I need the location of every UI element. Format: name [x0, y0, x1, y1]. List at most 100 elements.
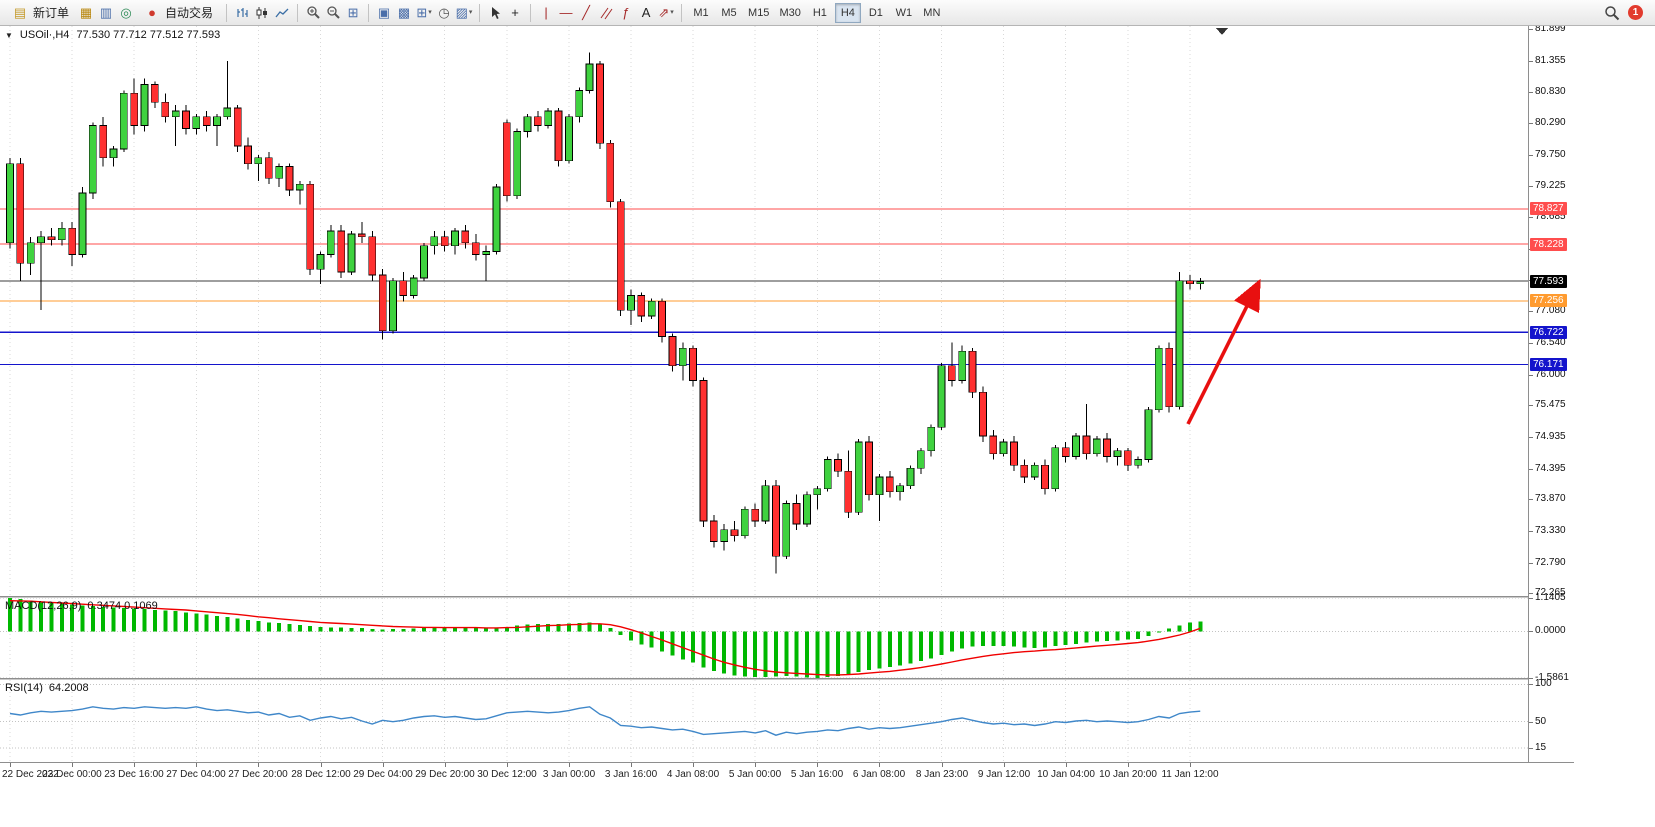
candlestick-chart-icon[interactable]	[253, 4, 271, 22]
price-axis-label: 79.225	[1535, 180, 1566, 191]
time-axis-label: 10 Jan 20:00	[1099, 769, 1157, 780]
toolbar-separator	[681, 3, 683, 22]
timeframe-m15-button[interactable]: M15	[744, 3, 773, 23]
time-axis-label: 29 Dec 20:00	[415, 769, 475, 780]
window-tools-group: ▣ ▩ ⊞ ▾ ◷ ▨ ▾	[375, 4, 473, 22]
timeframe-m1-button[interactable]: M1	[688, 3, 714, 23]
rsi-name: RSI(14)	[5, 682, 43, 694]
new-order-button[interactable]: ▤ 新订单	[4, 2, 76, 24]
timeframe-w1-button[interactable]: W1	[891, 3, 917, 23]
chevron-down-icon[interactable]: ▼	[5, 30, 13, 40]
zoom-in-icon[interactable]	[304, 4, 322, 22]
time-axis-label: 5 Jan 00:00	[728, 769, 782, 780]
rsi-indicator-label: RSI(14) 64.2008	[5, 682, 89, 694]
tile-windows-icon[interactable]: ⊞	[347, 4, 359, 20]
hline-price-tag: 78.827	[1530, 202, 1567, 215]
text-icon[interactable]: A	[641, 4, 651, 20]
arrange-icon[interactable]: ▣	[377, 4, 391, 20]
macd-axis-label: 0.0000	[1535, 625, 1566, 636]
price-chart[interactable]	[0, 26, 1528, 596]
price-axis-label: 78.685	[1535, 211, 1566, 222]
cursor-icon[interactable]	[486, 4, 504, 22]
rsi-value: 64.2008	[48, 682, 89, 694]
macd-pane[interactable]	[0, 598, 1528, 678]
time-axis-label: 3 Jan 16:00	[604, 769, 658, 780]
time-axis-label: 6 Jan 08:00	[852, 769, 906, 780]
data-window-icon[interactable]: ▥	[99, 4, 113, 20]
navigator-icon[interactable]: ◎	[120, 4, 132, 20]
timeframe-d1-button[interactable]: D1	[863, 3, 889, 23]
shapes-icon[interactable]: ⇗ ▾	[658, 4, 674, 20]
macd-signal-line	[9, 600, 1201, 676]
rsi-axis-label: 100	[1535, 678, 1552, 689]
chart-area: ▼ USOil·,H4 77.530 77.712 77.512 77.593 …	[0, 23, 1655, 827]
time-axis-label: 23 Dec 00:00	[42, 769, 102, 780]
price-axis-label: 73.870	[1535, 493, 1566, 504]
rsi-axis-label: 15	[1535, 742, 1547, 753]
price-axis-label: 74.935	[1535, 431, 1566, 442]
clock-icon[interactable]: ◷	[438, 4, 450, 20]
window-icons-group: ▦ ▥ ◎	[77, 4, 135, 22]
vertical-line-icon[interactable]: |	[544, 4, 548, 20]
auto-trading-button[interactable]: ● 自动交易	[136, 2, 220, 24]
time-axis-label: 23 Dec 16:00	[104, 769, 164, 780]
auto-trading-label: 自动交易	[165, 6, 214, 20]
timeframe-mn-button[interactable]: MN	[919, 3, 945, 23]
rsi-line	[9, 706, 1201, 736]
trendline-icon[interactable]: ╱	[582, 4, 590, 20]
annotation-arrow	[1186, 278, 1261, 425]
timeframe-h1-button[interactable]: H1	[807, 3, 833, 23]
new-chart-icon[interactable]: ⊞ ▾	[416, 4, 432, 20]
time-axis[interactable]: 22 Dec 2022 23 Dec 00:00 23 Dec 16:00 27 De…	[0, 762, 1574, 786]
hline-price-tag: 76.722	[1530, 326, 1567, 339]
macd-histogram	[8, 598, 1203, 678]
time-axis-label: 4 Jan 08:00	[666, 769, 720, 780]
time-axis-label: 11 Jan 12:00	[1161, 769, 1219, 780]
macd-values: 0.3474 0.1069	[87, 600, 158, 612]
rsi-pane[interactable]	[0, 680, 1528, 762]
time-axis-label: 28 Dec 12:00	[291, 769, 351, 780]
symbol-info: ▼ USOil·,H4 77.530 77.712 77.512 77.593	[5, 29, 220, 41]
timeframe-m30-button[interactable]: M30	[775, 3, 804, 23]
price-axis-label: 75.475	[1535, 399, 1566, 410]
macd-name: MACD(12,26,9)	[5, 600, 82, 612]
price-axis-label: 73.330	[1535, 525, 1566, 536]
price-axis-label: 80.290	[1535, 117, 1566, 128]
autotrade-dot-icon: ●	[148, 4, 156, 20]
price-axis-label: 81.899	[1535, 23, 1566, 34]
zoom-group: ⊞	[304, 4, 362, 22]
timeframe-m5-button[interactable]: M5	[716, 3, 742, 23]
cascade-icon[interactable]: ▩	[397, 4, 411, 20]
time-axis-label: 22 Dec 2022	[2, 769, 59, 780]
price-axis-label: 74.395	[1535, 463, 1566, 474]
price-axis-label: 77.080	[1535, 305, 1566, 316]
horizontal-line-icon[interactable]: —	[559, 4, 573, 20]
hline-price-tag: 77.256	[1530, 294, 1567, 307]
rsi-axis-label: 50	[1535, 716, 1547, 727]
channel-icon[interactable]	[597, 4, 615, 22]
price-axis[interactable]: 81.899 81.355 80.830 80.290 79.750 79.225 78.6…	[1528, 23, 1574, 762]
zoom-out-icon[interactable]	[324, 4, 342, 22]
price-axis-label: 80.830	[1535, 86, 1566, 97]
time-axis-label: 8 Jan 23:00	[915, 769, 969, 780]
timeframe-h4-button[interactable]: H4	[834, 2, 861, 23]
pane-separator[interactable]	[0, 596, 1574, 598]
fibonacci-icon[interactable]: ƒ	[622, 4, 630, 20]
price-axis-label: 76.000	[1535, 369, 1566, 380]
time-axis-label: 3 Jan 00:00	[542, 769, 596, 780]
current-price-tag: 77.593	[1530, 275, 1567, 288]
bar-chart-icon[interactable]	[233, 4, 251, 22]
draw-tools-group: | — ╱ ƒ A ⇗ ▾	[537, 4, 675, 22]
ohlc-values: 77.530 77.712 77.512 77.593	[76, 29, 221, 41]
notification-badge[interactable]: 1	[1628, 5, 1643, 20]
price-axis-label: 72.265	[1535, 587, 1566, 598]
templates-icon[interactable]: ▨ ▾	[455, 4, 473, 20]
market-watch-icon[interactable]: ▦	[79, 4, 93, 20]
line-chart-icon[interactable]	[273, 4, 291, 22]
time-axis-label: 29 Dec 04:00	[353, 769, 413, 780]
crosshair-icon[interactable]: +	[511, 4, 519, 20]
time-axis-label: 27 Dec 20:00	[228, 769, 288, 780]
pane-separator[interactable]	[0, 678, 1574, 680]
search-icon[interactable]	[1603, 4, 1621, 22]
